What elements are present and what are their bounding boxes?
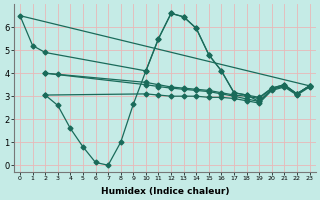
X-axis label: Humidex (Indice chaleur): Humidex (Indice chaleur) <box>100 187 229 196</box>
